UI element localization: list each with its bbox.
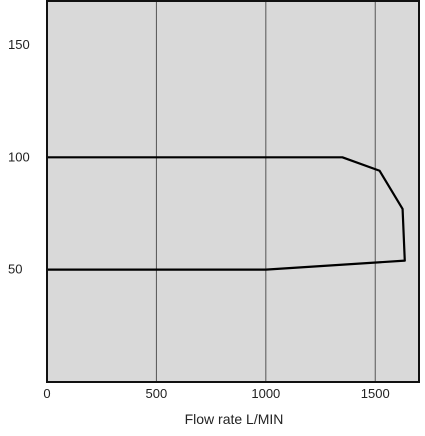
y-tick-label: 100 — [8, 149, 30, 164]
data-series — [47, 156, 406, 271]
x-axis-title: Flow rate L/MIN — [185, 411, 284, 427]
plot-frame — [46, 0, 420, 383]
grid-lines — [155, 0, 376, 382]
y-tick-label: 50 — [8, 262, 22, 277]
x-tick-label: 0 — [43, 386, 50, 401]
x-tick-labels: 0 500 1000 1500 — [43, 386, 389, 401]
series-line — [47, 156, 406, 271]
x-tick-label: 1500 — [361, 386, 390, 401]
y-tick-labels: 50 100 150 — [8, 37, 30, 277]
y-tick-label: 150 — [8, 37, 30, 52]
x-tick-label: 1000 — [251, 386, 280, 401]
plot-background — [47, 0, 419, 382]
x-tick-label: 500 — [146, 386, 168, 401]
